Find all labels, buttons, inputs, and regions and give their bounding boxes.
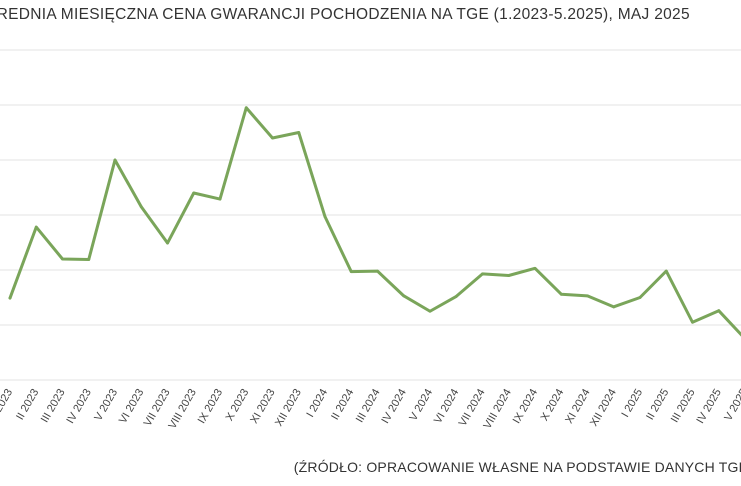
data-point: [8, 296, 12, 300]
x-tick-label: XI 2024: [563, 387, 592, 426]
x-tick-label: III 2025: [669, 387, 698, 425]
x-tick-label: II 2025: [644, 387, 671, 422]
x-tick-label: IV 2023: [65, 387, 94, 426]
data-point: [297, 131, 301, 134]
x-tick-label: X 2024: [539, 387, 567, 423]
data-point: [638, 296, 642, 299]
x-tick-label: XII 2023: [273, 387, 304, 428]
x-tick-label: VI 2023: [117, 387, 146, 426]
data-point: [61, 257, 64, 261]
data-point: [166, 241, 169, 245]
x-tick-label: XI 2023: [248, 387, 277, 426]
x-tick-label: III 2023: [39, 387, 68, 425]
data-point: [691, 320, 694, 324]
x-tick-label: III 2024: [354, 387, 383, 425]
data-point: [376, 269, 379, 273]
x-tick-label: VI 2024: [432, 387, 461, 426]
data-point: [139, 205, 143, 209]
data-point: [34, 225, 38, 229]
data-point: [271, 136, 274, 140]
chart-title: ŚREDNIA MIESIĘCZNA CENA GWARANCJI POCHOD…: [0, 6, 690, 23]
series-line: [8, 106, 741, 337]
data-point: [349, 270, 353, 274]
data-point: [507, 274, 511, 277]
data-point: [533, 266, 537, 270]
x-tick-label: IX 2024: [511, 387, 540, 426]
data-point: [612, 305, 616, 309]
x-tick-label: IV 2025: [695, 387, 724, 426]
data-point: [323, 215, 327, 219]
x-tick-label: IV 2024: [380, 387, 409, 426]
x-tick-label: V 2025: [722, 387, 741, 423]
x-tick-label: IX 2023: [196, 387, 225, 426]
data-point: [402, 294, 406, 298]
data-point: [481, 272, 484, 276]
data-point: [559, 292, 563, 296]
x-tick-label: XII 2024: [588, 387, 619, 428]
data-point: [192, 191, 196, 195]
x-tick-label: I 2024: [304, 387, 330, 419]
x-tick-label: I 2023: [0, 387, 15, 419]
x-tick-label: V 2023: [92, 387, 120, 423]
x-tick-label: X 2023: [224, 387, 252, 423]
data-point: [87, 258, 91, 261]
data-point: [113, 158, 117, 162]
x-tick-label: II 2024: [329, 387, 356, 422]
data-point: [244, 106, 248, 110]
chart-source-note: (ŹRÓDŁO: OPRACOWANIE WŁASNE NA PODSTAWIE…: [293, 459, 741, 475]
data-point: [428, 309, 432, 313]
series-lines: [8, 106, 741, 337]
x-tick-label: I 2025: [619, 387, 645, 419]
data-point: [664, 269, 668, 273]
data-point: [454, 295, 458, 298]
data-point: [218, 197, 222, 201]
x-tick-label: II 2023: [14, 387, 41, 422]
data-point: [586, 294, 589, 298]
gridlines: [0, 49, 741, 381]
data-point: [717, 309, 721, 313]
x-tick-label: V 2024: [407, 387, 435, 423]
